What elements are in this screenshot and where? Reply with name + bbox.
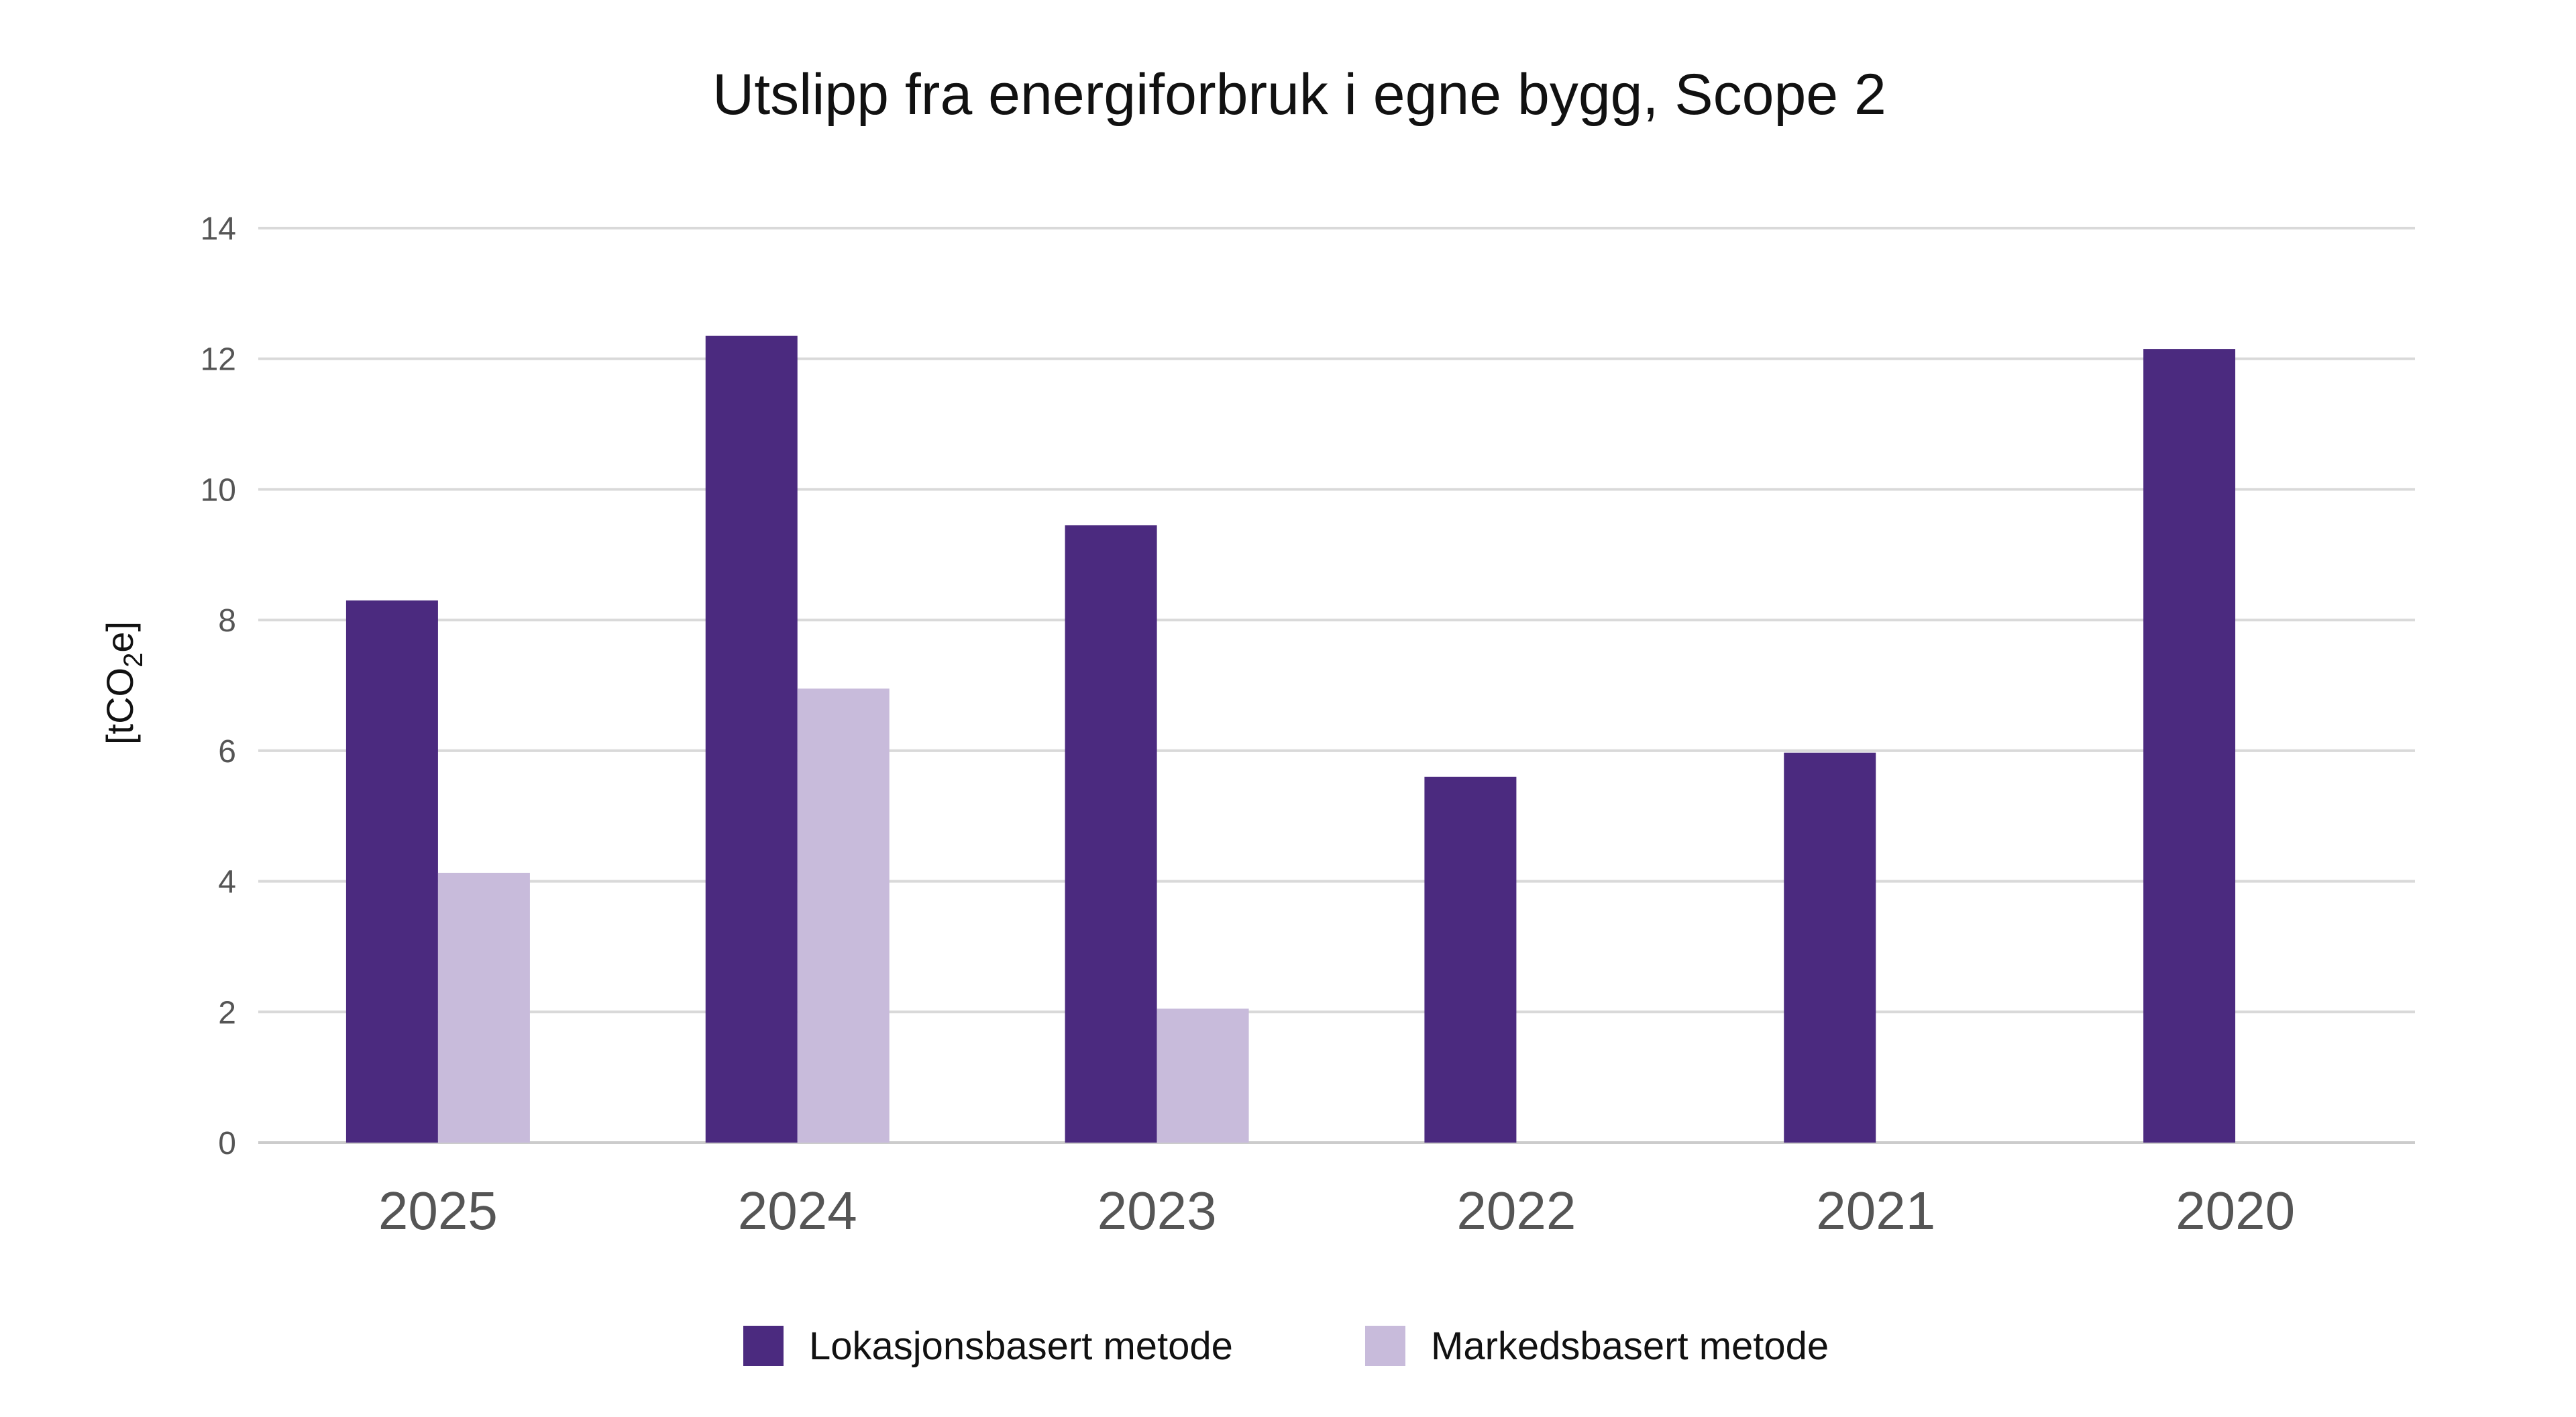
y-axis-ticks: 0 2 4 6 8 10 12 14 <box>201 211 236 1161</box>
bar-2020-0 <box>2143 349 2236 1143</box>
x-tick-label: 2022 <box>1456 1181 1576 1241</box>
y-tick-label: 0 <box>218 1126 236 1161</box>
x-tick-label: 2025 <box>378 1181 498 1241</box>
bar-2025-1 <box>437 872 530 1143</box>
x-tick-label: 2023 <box>1097 1181 1217 1241</box>
bar-2023-0 <box>1065 525 1157 1143</box>
y-tick-label: 6 <box>218 734 236 770</box>
bar-2024-0 <box>705 335 798 1143</box>
legend-label: Markedsbasert metode <box>1431 1324 1829 1368</box>
bar-2023-1 <box>1157 1008 1249 1143</box>
legend-swatch <box>1365 1326 1405 1366</box>
x-tick-label: 2020 <box>2176 1181 2295 1241</box>
x-tick-label: 2024 <box>738 1181 857 1241</box>
x-axis-ticks: 2025 2024 2023 2022 2021 2020 <box>378 1181 2295 1241</box>
bar-2022-0 <box>1424 776 1517 1143</box>
bar-2021-0 <box>1784 752 1876 1143</box>
y-tick-label: 10 <box>201 472 236 508</box>
y-axis-label-suffix: e] <box>99 621 141 653</box>
y-axis-label-prefix: [tCO <box>99 668 141 745</box>
y-tick-label: 4 <box>218 865 236 900</box>
y-axis-label: [tCO2e] <box>99 621 148 745</box>
bars <box>345 335 2236 1143</box>
y-tick-label: 8 <box>218 603 236 639</box>
x-tick-label: 2021 <box>1816 1181 1935 1241</box>
bar-2024-1 <box>797 688 890 1143</box>
legend: Lokasjonsbasert metode Markedsbasert meto… <box>743 1324 1829 1368</box>
legend-swatch <box>743 1326 784 1366</box>
bar-2025-0 <box>345 600 438 1143</box>
gridlines <box>258 227 2415 1144</box>
y-tick-label: 2 <box>218 995 236 1031</box>
y-axis-label-subscript: 2 <box>119 653 148 668</box>
chart-title: Utslipp fra energiforbruk i egne bygg, S… <box>712 62 1886 127</box>
y-tick-label: 14 <box>201 211 236 247</box>
y-tick-label: 12 <box>201 342 236 378</box>
legend-label: Lokasjonsbasert metode <box>809 1324 1233 1368</box>
